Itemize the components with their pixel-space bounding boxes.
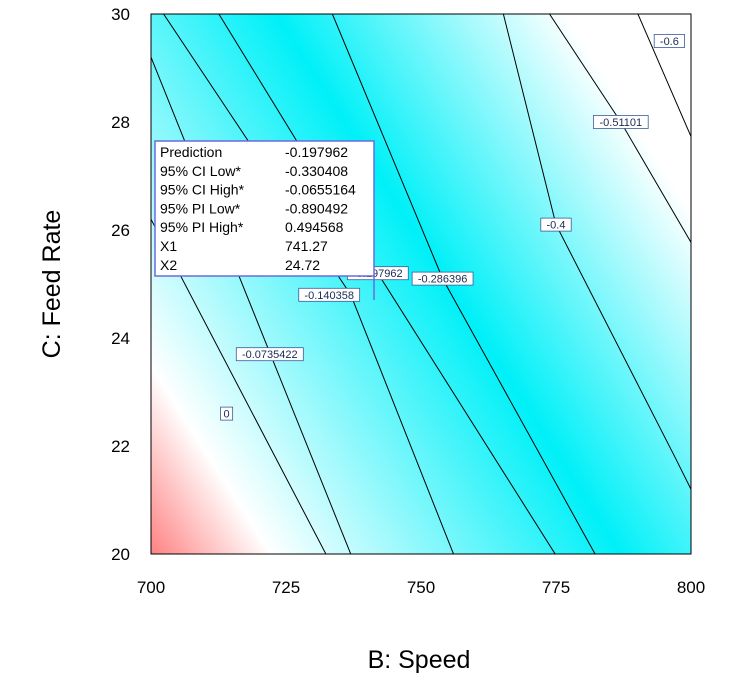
y-tick-label: 22	[111, 437, 130, 456]
contour-label: -0.51101	[593, 115, 649, 129]
contour-label-text: 0	[224, 409, 230, 421]
contour-label-text: -0.51101	[599, 117, 642, 129]
tooltip-row-label: 95% PI Low*	[160, 200, 241, 216]
tooltip-row-value: 24.72	[285, 257, 320, 273]
tooltip-row-value: 0.494568	[285, 219, 344, 235]
contour-line	[637, 14, 691, 138]
y-tick-label: 24	[111, 329, 130, 348]
contour-label-box	[540, 217, 572, 232]
contour-label: -0.286396	[411, 271, 474, 286]
contour-label: -0.6	[653, 34, 686, 48]
contour-label-text: -0.6	[660, 36, 679, 48]
x-tick-label: 700	[137, 578, 165, 597]
y-tick-label: 26	[111, 221, 130, 240]
tooltip-row-label: X1	[160, 238, 177, 254]
y-axis: 20 22 24 26 28 30	[111, 5, 130, 564]
contour-label-box	[411, 271, 474, 286]
y-tick-label: 30	[111, 5, 130, 24]
x-tick-label: 800	[677, 578, 705, 597]
tooltip-row-label: X2	[160, 257, 177, 273]
contour-label: -0.4	[540, 217, 572, 232]
contour-label-text: -0.4	[547, 220, 566, 232]
tooltip-row-label: Prediction	[160, 144, 222, 160]
contour-label-text: -0.0735422	[242, 349, 298, 361]
tooltip-row-value: -0.890492	[285, 200, 348, 216]
x-axis: 700 725 750 775 800	[137, 578, 705, 597]
tooltip-row-label: 95% PI High*	[160, 219, 244, 235]
contour-label-box	[593, 115, 649, 129]
y-tick-label: 28	[111, 113, 130, 132]
contour-label-box	[220, 406, 234, 421]
contour-label: -0.140358	[298, 287, 361, 302]
x-axis-title: B: Speed	[368, 646, 471, 674]
contour-label-box	[235, 347, 304, 362]
x-tick-label: 725	[272, 578, 300, 597]
tooltip-row-value: -0.197962	[285, 144, 348, 160]
tooltip-row-value: -0.330408	[285, 163, 348, 179]
x-tick-label: 775	[542, 578, 570, 597]
y-axis-title: C: Feed Rate	[38, 210, 66, 359]
contour-label-text: -0.286396	[418, 274, 468, 286]
prediction-tooltip: Prediction -0.197962 95% CI Low* -0.330408 9…	[154, 140, 375, 300]
tooltip-box	[154, 140, 375, 277]
contour-label: 0	[220, 406, 234, 421]
contour-label-box	[653, 34, 686, 48]
tooltip-row-label: 95% CI High*	[160, 182, 245, 198]
contour-line	[502, 14, 691, 491]
contour-label: -0.0735422	[235, 347, 304, 362]
y-tick-label: 20	[111, 545, 130, 564]
plot-frame	[150, 13, 692, 555]
x-tick-label: 750	[407, 578, 435, 597]
contour-line	[151, 218, 327, 554]
contour-label-box	[298, 287, 361, 302]
tooltip-row-label: 95% CI Low*	[160, 163, 241, 179]
contour-label-text: -0.140358	[304, 290, 354, 302]
tooltip-row-value: 741.27	[285, 238, 328, 254]
tooltip-row-value: -0.0655164	[285, 182, 356, 198]
